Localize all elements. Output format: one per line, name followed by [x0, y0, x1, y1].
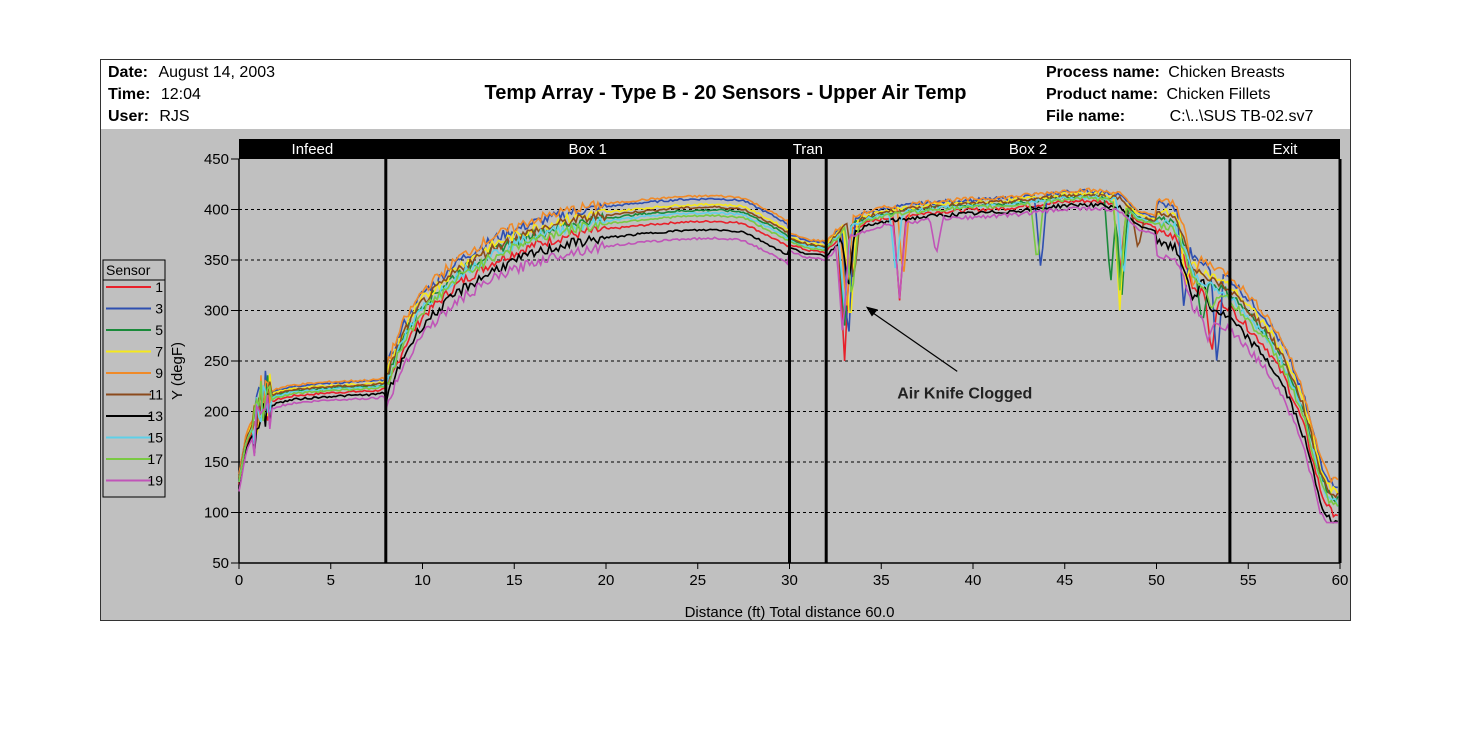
y-tick-label: 350 [204, 252, 229, 269]
process-value: Chicken Breasts [1168, 64, 1285, 81]
file-value: C:\..\SUS TB-02.sv7 [1169, 108, 1314, 125]
chart-title: Temp Array - Type B - 20 Sensors - Upper… [484, 82, 967, 104]
y-axis-label: Y (degF) [169, 342, 186, 400]
x-tick-label: 55 [1240, 572, 1257, 589]
annotation-arrow [870, 310, 958, 372]
date-value: August 14, 2003 [158, 64, 276, 81]
legend-title: Sensor [106, 262, 151, 278]
zone-bar [239, 139, 1340, 159]
annotation-text: Air Knife Clogged [897, 385, 1032, 402]
report-header: Date: August 14, 2003 Time: 12:04 User: … [101, 60, 1350, 130]
legend-entry: 5 [155, 322, 163, 338]
user-row: User: RJS [108, 106, 190, 128]
user-label: User: [108, 108, 149, 125]
user-value: RJS [159, 108, 190, 125]
x-tick-label: 40 [965, 572, 982, 589]
file-label: File name: [1046, 108, 1126, 125]
time-value: 12:04 [160, 86, 201, 103]
legend-entry: 7 [155, 344, 163, 360]
y-tick-label: 250 [204, 353, 229, 370]
x-tick-label: 15 [506, 572, 523, 589]
annotation-arrowhead [865, 306, 878, 317]
legend-entry: 17 [147, 451, 163, 467]
x-tick-label: 5 [327, 572, 335, 589]
zone-label: Exit [1272, 141, 1298, 158]
legend-entry: 13 [147, 408, 163, 424]
product-row: Product name: Chicken Fillets [1046, 84, 1271, 106]
y-tick-label: 100 [204, 505, 229, 522]
x-tick-label: 0 [235, 572, 243, 589]
x-tick-label: 10 [414, 572, 431, 589]
legend-entry: 9 [155, 365, 163, 381]
y-tick-label: 450 [204, 151, 229, 168]
y-tick-label: 150 [204, 454, 229, 471]
x-tick-label: 60 [1332, 572, 1349, 589]
process-label: Process name: [1046, 64, 1160, 81]
legend-entry: 3 [155, 301, 163, 317]
x-tick-label: 35 [873, 572, 890, 589]
legend-entry: 15 [147, 430, 163, 446]
zone-label: Box 1 [568, 141, 606, 158]
legend-entry: 19 [147, 473, 163, 489]
time-label: Time: [108, 86, 151, 103]
x-axis-label: Distance (ft) Total distance 60.0 [685, 604, 895, 621]
zone-label: Infeed [292, 141, 334, 158]
x-tick-label: 45 [1056, 572, 1073, 589]
y-tick-label: 400 [204, 202, 229, 219]
product-value: Chicken Fillets [1166, 86, 1271, 103]
process-row: Process name: Chicken Breasts [1046, 62, 1285, 84]
file-row: File name: C:\..\SUS TB-02.sv7 [1046, 106, 1313, 128]
time-row: Time: 12:04 [108, 84, 201, 106]
legend-entry: 1 [155, 279, 163, 295]
x-tick-label: 30 [781, 572, 798, 589]
y-tick-label: 200 [204, 404, 229, 421]
zone-label: Box 2 [1009, 141, 1047, 158]
legend-box [102, 259, 166, 498]
legend-entry: 11 [148, 387, 163, 403]
y-tick-label: 300 [204, 303, 229, 320]
date-label: Date: [108, 64, 149, 81]
x-tick-label: 20 [598, 572, 615, 589]
product-label: Product name: [1046, 86, 1159, 103]
x-tick-label: 50 [1148, 572, 1165, 589]
zone-label: Tran [793, 141, 823, 158]
y-tick-label: 50 [212, 555, 229, 572]
date-row: Date: August 14, 2003 [108, 62, 275, 84]
x-tick-label: 25 [689, 572, 706, 589]
